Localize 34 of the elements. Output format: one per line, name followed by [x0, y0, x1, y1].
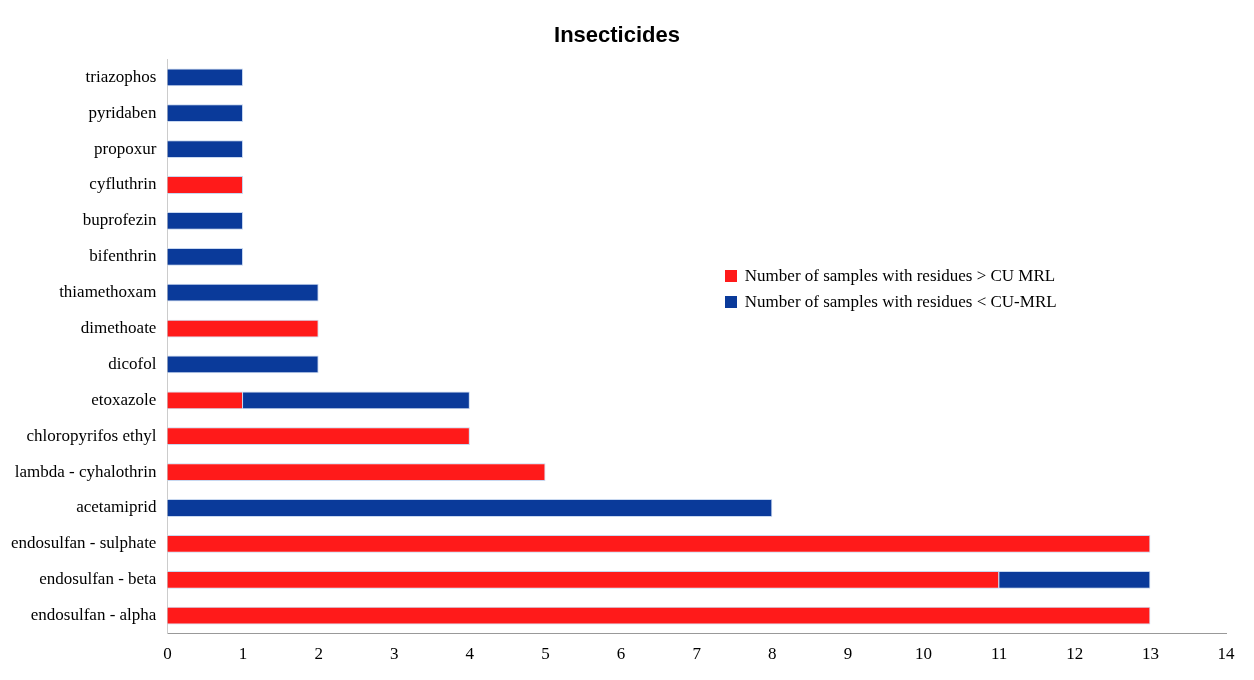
- x-tick-label: 0: [163, 644, 172, 664]
- y-tick-label: triazophos: [85, 66, 157, 86]
- x-tick-label: 6: [616, 644, 626, 664]
- x-tick-label: 11: [990, 644, 1008, 664]
- legend-label: Number of samples with residues > CU MRL: [744, 266, 1056, 287]
- y-tick-label: etoxazole: [91, 389, 157, 409]
- y-tick-label: dimethoate: [80, 318, 157, 338]
- x-tick-label: 13: [1141, 644, 1159, 664]
- y-tick-label: chloropyrifos ethyl: [26, 425, 157, 445]
- x-tick-label: 2: [314, 644, 323, 664]
- x-tick-label: 9: [843, 644, 853, 664]
- y-tick-label: buprofezin: [82, 210, 157, 230]
- y-tick-label: pyridaben: [88, 102, 157, 122]
- legend-label: Number of samples with residues < CU-MRL: [744, 292, 1057, 313]
- y-tick-label: acetamiprid: [76, 497, 157, 517]
- x-tick-label: 12: [1066, 644, 1084, 664]
- y-tick-label: endosulfan - alpha: [30, 605, 157, 625]
- x-tick-label: 14: [1217, 644, 1235, 664]
- x-tick-label: 4: [465, 644, 475, 664]
- y-tick-label: propoxur: [94, 138, 157, 158]
- y-tick-label: lambda - cyhalothrin: [14, 461, 157, 481]
- y-tick-label: endosulfan - beta: [39, 569, 157, 589]
- y-tick-label: cyfluthrin: [89, 174, 157, 194]
- y-tick-label: dicofol: [108, 353, 157, 373]
- x-tick-label: 8: [768, 644, 777, 664]
- x-tick-label: 5: [541, 644, 550, 664]
- x-tick-label: 10: [915, 644, 933, 664]
- x-tick-label: 7: [692, 644, 702, 664]
- y-tick-label: bifenthrin: [89, 246, 157, 266]
- x-tick-label: 1: [238, 644, 248, 664]
- chart-title: Insecticides: [554, 22, 680, 48]
- y-tick-label: endosulfan - sulphate: [11, 533, 157, 553]
- y-tick-label: thiamethoxam: [59, 282, 157, 302]
- x-tick-label: 3: [390, 644, 399, 664]
